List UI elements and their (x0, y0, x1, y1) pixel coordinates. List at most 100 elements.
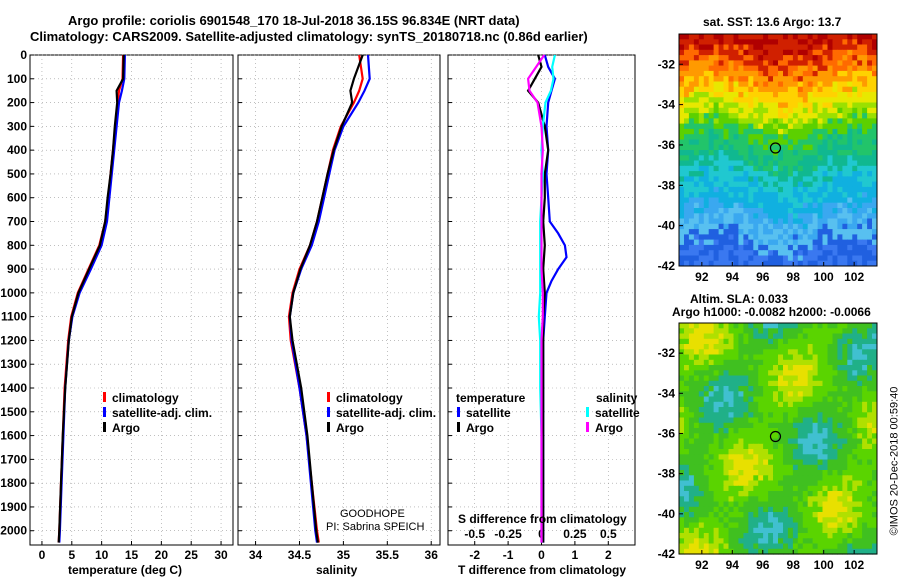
map-cell (768, 181, 774, 188)
map-cell (847, 49, 853, 56)
map-cell (832, 39, 838, 46)
map-cell (842, 92, 848, 98)
map-cell (763, 202, 769, 209)
map-cell (852, 438, 858, 445)
map-cell (787, 349, 794, 356)
map-cell (827, 86, 833, 93)
map-cell (837, 139, 843, 146)
map-cell (748, 475, 754, 482)
map-cell (872, 454, 878, 461)
map-cell (812, 213, 819, 220)
map-cell (837, 433, 843, 440)
map-cell (743, 134, 749, 140)
map-cell (852, 349, 858, 356)
map-cell (832, 113, 838, 119)
map-cell (728, 97, 734, 104)
map-cell (684, 102, 690, 109)
map-cell (812, 527, 819, 534)
map-cell (872, 354, 878, 361)
map-cell (748, 338, 754, 345)
map-cell (802, 134, 809, 140)
map-cell (758, 417, 764, 424)
map-cell (817, 213, 824, 220)
map-cell (728, 107, 734, 114)
map-cell (684, 517, 690, 524)
map-cell (807, 386, 814, 392)
map-cell (797, 176, 804, 183)
map-cell (698, 218, 705, 225)
map-cell (758, 186, 764, 193)
map-cell (758, 512, 764, 518)
map-cell (857, 70, 863, 77)
map-cell (847, 375, 853, 382)
map-cell (733, 134, 739, 140)
map-cell (862, 459, 868, 466)
map-cell (807, 512, 814, 518)
map-cell (802, 250, 809, 256)
map-cell (787, 480, 794, 487)
map-cell (867, 464, 873, 471)
depth-tick-label: 2000 (0, 524, 27, 538)
map-cell (852, 171, 858, 177)
t-difference-axis-label: T difference from climatology (458, 563, 627, 577)
map-cell (703, 480, 710, 487)
map-cell (827, 464, 833, 471)
map-cell (743, 365, 749, 371)
map-cell (832, 391, 838, 398)
map-cell (817, 155, 824, 162)
map-cell (728, 464, 734, 471)
map-cell (867, 97, 873, 104)
map-cell (862, 433, 868, 440)
map-cell (679, 139, 685, 146)
map-cell (768, 223, 774, 230)
map-cell (758, 533, 764, 539)
map-cell (862, 470, 868, 476)
map-cell (733, 234, 739, 241)
map-cell (787, 412, 794, 419)
map-cell (728, 475, 734, 482)
map-cell (693, 181, 700, 188)
map-cell (827, 391, 833, 398)
map-cell (738, 192, 744, 198)
map-cell (768, 396, 774, 403)
map-cell (718, 323, 725, 329)
map-cell (753, 218, 759, 225)
map-cell (733, 76, 739, 82)
map-cell (693, 123, 700, 130)
map-cell (842, 480, 848, 487)
map-cell (693, 401, 700, 408)
map-cell (684, 380, 690, 387)
map-cell (847, 522, 853, 529)
map-cell (872, 208, 878, 214)
map-cell (832, 501, 838, 508)
map-cell (728, 338, 734, 345)
map-cell (703, 485, 710, 492)
map-cell (684, 234, 690, 241)
map-cell (728, 480, 734, 487)
map-cell (872, 443, 878, 450)
map-cell (698, 370, 705, 377)
map-cell (763, 171, 769, 177)
depth-tick-label: 1300 (0, 357, 27, 371)
map-cell (862, 485, 868, 492)
map-cell (708, 449, 715, 455)
map-cell (812, 422, 819, 429)
map-cell (758, 391, 764, 398)
map-cell (698, 70, 705, 77)
map-cell (852, 202, 858, 209)
map-cell (812, 391, 819, 398)
map-cell (713, 459, 720, 466)
map-cell (713, 522, 720, 529)
map-cell (679, 244, 685, 251)
map-cell (872, 375, 878, 382)
map-cell (802, 60, 809, 67)
map-cell (708, 118, 715, 125)
map-cell (867, 401, 873, 408)
map-cell (778, 365, 784, 371)
map-cell (822, 244, 828, 251)
s-diff-tick-label: 0.25 (563, 527, 587, 541)
map-cell (703, 134, 710, 140)
map-cell (832, 97, 838, 104)
map-cell (758, 517, 764, 524)
map-cell (852, 464, 858, 471)
